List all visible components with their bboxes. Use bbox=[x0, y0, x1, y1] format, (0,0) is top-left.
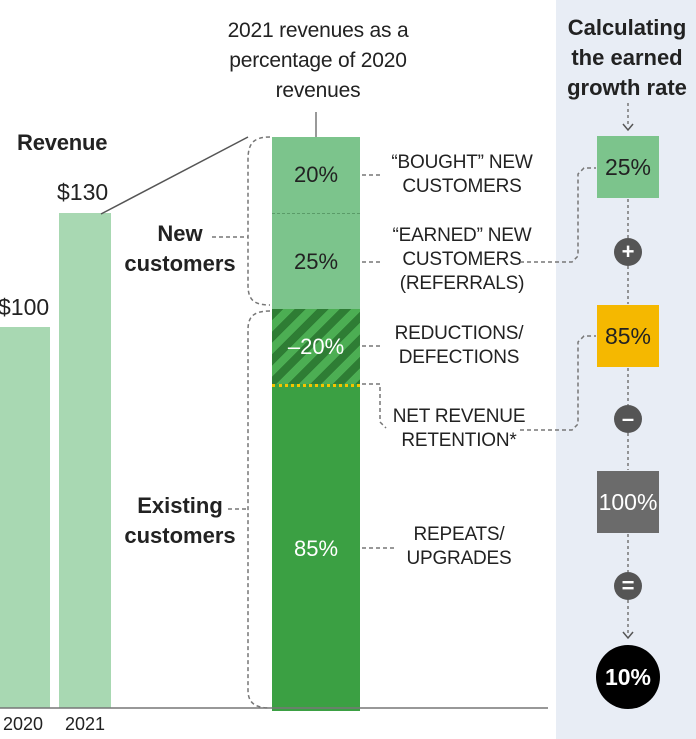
segment-repeats-label: 85% bbox=[293, 536, 339, 561]
group-label-new: New customers bbox=[124, 221, 236, 276]
revenue-bar-2021 bbox=[59, 213, 111, 708]
calc-base-box: 100% bbox=[597, 471, 659, 533]
year-label-2021: 2021 bbox=[65, 714, 106, 734]
year-label-2020: 2020 bbox=[3, 714, 44, 734]
desc-bought: “BOUGHT” NEW CUSTOMERS bbox=[391, 152, 533, 197]
segment-earned-label: 25% bbox=[293, 249, 339, 274]
calc-title: Calculating the earned growth rate bbox=[567, 15, 687, 100]
calc-earned-box: 25% bbox=[597, 136, 659, 198]
group-label-existing: Existing customers bbox=[124, 493, 236, 548]
desc-net-retention: NET REVENUE RETENTION* bbox=[392, 406, 526, 451]
equals-icon: = bbox=[614, 572, 642, 600]
calc-earned-value: 25% bbox=[604, 153, 652, 180]
plus-icon: + bbox=[614, 238, 642, 266]
segment-earned: 25% bbox=[272, 213, 360, 310]
calc-nrr-value: 85% bbox=[604, 322, 652, 349]
segment-bought: 20% bbox=[272, 137, 360, 213]
calc-result-circle: 10% bbox=[596, 645, 660, 709]
revenue-value-2020: $100 bbox=[0, 294, 50, 320]
calc-result-value: 10% bbox=[604, 663, 652, 690]
segment-reductions: –20% bbox=[272, 309, 360, 384]
desc-reductions: REDUCTIONS/ DEFECTIONS bbox=[394, 323, 524, 368]
segment-bought-label: 20% bbox=[293, 162, 339, 187]
revenue-value-2021: $130 bbox=[57, 179, 109, 205]
calc-nrr-box: 85% bbox=[597, 305, 659, 367]
segment-reductions-label: –20% bbox=[287, 333, 345, 359]
revenue-title: Revenue bbox=[17, 130, 108, 155]
desc-earned: “EARNED” NEW CUSTOMERS (REFERRALS) bbox=[392, 225, 532, 294]
segment-repeats: 85% bbox=[272, 384, 360, 711]
revenue-bar-2020 bbox=[0, 327, 50, 708]
calc-base-value: 100% bbox=[598, 488, 658, 515]
desc-repeats: REPEATS/ UPGRADES bbox=[406, 524, 512, 569]
minus-icon: – bbox=[614, 405, 642, 433]
calculation-panel bbox=[556, 0, 696, 739]
column-header: 2021 revenues as a percentage of 2020 re… bbox=[227, 19, 409, 102]
